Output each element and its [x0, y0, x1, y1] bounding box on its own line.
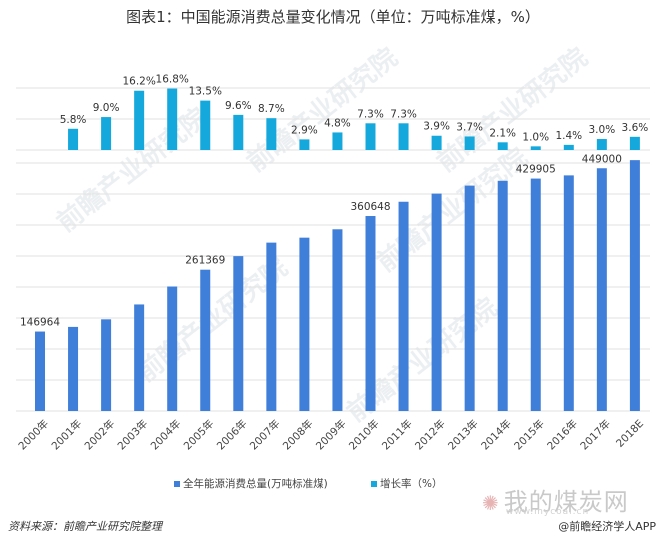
x-tick-label: 2013年	[445, 417, 481, 453]
growth-label: 3.7%	[456, 121, 483, 133]
x-tick-label: 2000年	[16, 417, 52, 453]
growth-label: 4.8%	[324, 117, 351, 129]
growth-bar	[233, 114, 244, 150]
total-bar	[101, 319, 112, 411]
growth-label: 9.6%	[225, 100, 252, 112]
x-tick-label: 2009年	[313, 417, 349, 453]
growth-bar	[398, 123, 409, 150]
growth-bar	[134, 90, 145, 150]
total-bar	[200, 269, 211, 411]
x-tick-label: 2003年	[115, 417, 151, 453]
growth-label: 9.0%	[93, 102, 120, 114]
x-tick-label: 2014年	[478, 417, 514, 453]
x-tick-label: 2018E	[614, 418, 646, 450]
total-bar	[398, 201, 409, 411]
total-bar	[629, 160, 640, 411]
total-label: 261369	[185, 255, 225, 267]
growth-label: 16.2%	[122, 76, 155, 88]
growth-label: 5.8%	[60, 114, 87, 126]
growth-bar	[497, 142, 508, 150]
growth-bar	[332, 132, 343, 150]
x-tick-label: 2010年	[346, 417, 382, 453]
growth-label: 1.0%	[522, 131, 549, 143]
growth-bar	[299, 139, 310, 150]
brand-logo: ✺ 我的煤炭网	[482, 482, 629, 517]
growth-label: 2.1%	[489, 127, 516, 139]
total-bar	[596, 168, 607, 411]
growth-bar	[629, 136, 640, 150]
total-bar	[332, 229, 343, 411]
total-bar	[563, 175, 574, 411]
growth-label: 7.3%	[390, 108, 417, 120]
growth-label: 13.5%	[189, 86, 222, 98]
x-tick-label: 2004年	[148, 417, 184, 453]
legend-swatch-growth	[371, 481, 377, 487]
source-note: 资料来源：前瞻产业研究院整理	[8, 520, 162, 533]
growth-bar	[431, 135, 442, 150]
x-tick-label: 2015年	[511, 417, 547, 453]
total-bar	[497, 180, 508, 411]
total-bar	[431, 193, 442, 411]
growth-label: 1.4%	[555, 130, 582, 142]
total-bar	[35, 331, 45, 411]
total-label: 360648	[350, 201, 390, 213]
x-tick-label: 2016年	[544, 417, 580, 453]
total-bar	[233, 256, 244, 411]
brand-name: 我的煤炭网	[503, 488, 629, 516]
growth-label: 3.6%	[622, 122, 649, 134]
total-bar	[68, 326, 79, 411]
growth-bar	[365, 123, 376, 150]
growth-label: 8.7%	[258, 103, 285, 115]
x-tick-label: 2017年	[578, 417, 614, 453]
total-bar	[134, 304, 145, 411]
growth-label: 3.9%	[423, 121, 450, 133]
x-tick-label: 2006年	[214, 417, 250, 453]
app-credit: @前瞻经济学人APP	[558, 520, 656, 533]
growth-label: 16.8%	[156, 74, 189, 86]
flame-icon: ✺	[482, 491, 500, 515]
total-label: 449000	[582, 153, 622, 165]
growth-bar	[266, 118, 277, 150]
growth-bar	[101, 117, 112, 150]
x-tick-label: 2002年	[82, 417, 118, 453]
total-bar	[365, 216, 376, 411]
total-bar	[167, 286, 178, 411]
legend-label-total: 全年能源消费总量(万吨标准煤)	[183, 477, 328, 490]
total-bar	[464, 185, 475, 411]
total-bar	[299, 237, 310, 411]
growth-bar	[563, 144, 574, 150]
x-tick-label: 2005年	[181, 417, 217, 453]
x-tick-label: 2008年	[280, 417, 316, 453]
x-tick-label: 2011年	[379, 417, 415, 453]
growth-bar	[596, 139, 607, 150]
total-label: 429905	[516, 164, 556, 176]
growth-bar	[68, 128, 79, 150]
growth-bar	[530, 146, 541, 150]
growth-label: 3.0%	[589, 124, 616, 136]
brand-url: www.mycoal.cn	[506, 507, 590, 517]
growth-label: 7.3%	[357, 108, 384, 120]
total-label: 146964	[20, 317, 60, 329]
total-bar	[266, 242, 277, 411]
growth-bar	[464, 136, 475, 150]
legend-label-growth: 增长率（%）	[380, 477, 442, 490]
x-tick-label: 2001年	[49, 417, 85, 453]
total-bar	[530, 178, 541, 411]
growth-bar	[167, 88, 178, 150]
growth-bar	[200, 100, 211, 150]
chart-title: 图表1：中国能源消费总量变化情况（单位：万吨标准煤，%）	[126, 8, 540, 26]
growth-label: 2.9%	[291, 124, 318, 136]
x-tick-label: 2007年	[247, 417, 283, 453]
x-tick-label: 2012年	[412, 417, 448, 453]
legend-swatch-total	[174, 481, 180, 487]
